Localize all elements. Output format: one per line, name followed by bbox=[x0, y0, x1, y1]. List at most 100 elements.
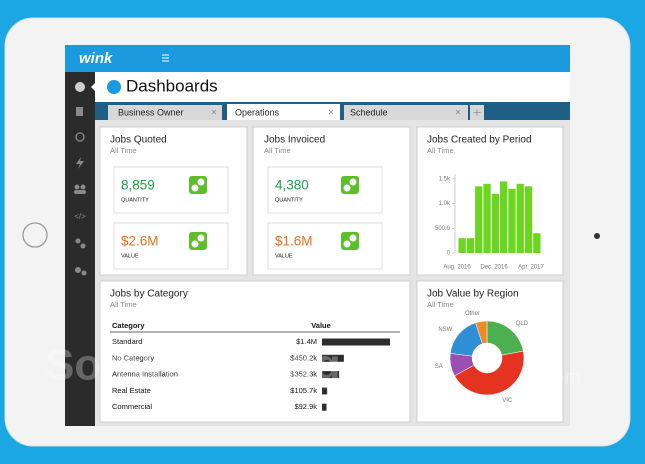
sidebar bbox=[65, 72, 95, 426]
tab-label[interactable]: Schedule bbox=[350, 107, 388, 117]
slice-label: QLD bbox=[516, 321, 529, 327]
value-bar bbox=[322, 354, 344, 362]
value-bar bbox=[322, 338, 390, 346]
card-title: Jobs by Category bbox=[110, 289, 188, 300]
row-category: Antenna Installation bbox=[112, 370, 178, 379]
home-button[interactable] bbox=[22, 222, 48, 248]
metric-icon-glyph bbox=[197, 178, 205, 186]
card-subtitle: All Time bbox=[427, 146, 454, 155]
slice-label: NSW bbox=[438, 327, 452, 333]
slice-label: Other bbox=[465, 311, 480, 317]
donut-slice bbox=[475, 320, 488, 345]
tab-active[interactable] bbox=[227, 104, 340, 120]
card-title: Job Value by Region bbox=[427, 289, 519, 300]
camera bbox=[594, 233, 600, 239]
metric-icon-glyph bbox=[343, 240, 351, 248]
metric-icon[interactable] bbox=[341, 176, 359, 194]
tab-label[interactable]: Operations bbox=[235, 107, 280, 117]
metric-value: 8,859 bbox=[121, 178, 155, 193]
card: Job Value by Region All Time bbox=[416, 280, 564, 423]
metric-icon-glyph bbox=[191, 184, 199, 192]
metric-icon-glyph bbox=[191, 240, 199, 248]
svg-text:</>: </> bbox=[74, 212, 86, 221]
bar bbox=[516, 183, 524, 253]
metric-label: QUANTITY bbox=[121, 197, 149, 203]
row-category: Standard bbox=[112, 337, 142, 346]
row-category: Real Estate bbox=[112, 386, 151, 395]
bar bbox=[475, 186, 483, 253]
dashboard-icon bbox=[107, 80, 121, 94]
y-tick-label: 500.0 bbox=[435, 226, 451, 232]
metric-icon[interactable] bbox=[189, 176, 207, 194]
watermark: SoftwareSuggest bbox=[45, 341, 405, 390]
card-subtitle: All Time bbox=[427, 300, 454, 309]
metric-value: 4,380 bbox=[275, 178, 309, 193]
card-subtitle: All Time bbox=[110, 300, 137, 309]
column-header: Category bbox=[112, 321, 145, 330]
bar bbox=[500, 181, 508, 253]
bar bbox=[524, 186, 533, 253]
header bbox=[95, 72, 570, 102]
watermark: .com bbox=[535, 366, 582, 388]
bar bbox=[508, 188, 516, 253]
metric-icon-glyph bbox=[349, 178, 357, 186]
metric-icon[interactable] bbox=[189, 232, 207, 250]
x-tick-label: Aug. 2016 bbox=[443, 265, 471, 271]
metric-value: $2.6M bbox=[121, 234, 159, 249]
card-title: Jobs Invoiced bbox=[264, 135, 325, 146]
y-tick-label: 1.0k bbox=[439, 201, 451, 207]
card-subtitle: All Time bbox=[264, 146, 291, 155]
bar bbox=[458, 238, 466, 253]
metric-label: QUANTITY bbox=[275, 197, 303, 203]
plus-icon[interactable] bbox=[473, 109, 481, 116]
y-tick-label: 0 bbox=[447, 251, 451, 257]
bar bbox=[533, 233, 541, 253]
value-bar bbox=[322, 403, 327, 411]
value-bar bbox=[322, 371, 340, 379]
slice-label: VIC bbox=[502, 398, 513, 404]
y-tick-label: 1.5k bbox=[439, 177, 451, 183]
metric-icon[interactable] bbox=[341, 232, 359, 250]
row-category: Commercial bbox=[112, 402, 152, 411]
metric-icon-glyph bbox=[349, 234, 357, 242]
bar bbox=[483, 183, 491, 253]
metric-box bbox=[267, 166, 383, 214]
x-tick-label: Apr. 2017 bbox=[518, 265, 544, 271]
metric-label: VALUE bbox=[275, 253, 293, 259]
page-title: Dashboards bbox=[126, 76, 218, 95]
row-category: No Category bbox=[112, 353, 154, 362]
metric-box bbox=[267, 222, 383, 270]
card: Jobs by Category All Time Category Value bbox=[99, 280, 411, 423]
metric-box bbox=[113, 222, 229, 270]
card-title: Jobs Quoted bbox=[110, 135, 167, 146]
metric-box bbox=[113, 166, 229, 214]
tab-close-icons[interactable] bbox=[211, 109, 461, 115]
row-value: $352.3k bbox=[290, 370, 317, 379]
slice-label: SA bbox=[435, 364, 443, 370]
metric-value: $1.6M bbox=[275, 234, 313, 249]
card-title: Jobs Created by Period bbox=[427, 135, 532, 146]
top-bar bbox=[65, 45, 570, 72]
value-bar bbox=[322, 387, 328, 395]
row-value: $92.9k bbox=[294, 402, 317, 411]
tab[interactable] bbox=[108, 105, 222, 120]
donut-slice bbox=[454, 350, 525, 396]
logo[interactable]: wink bbox=[79, 50, 113, 67]
metric-label: VALUE bbox=[121, 253, 139, 259]
metric-icon-glyph bbox=[197, 234, 205, 242]
x-tick-label: Dec. 2016 bbox=[480, 265, 508, 271]
bar bbox=[466, 238, 475, 253]
card-subtitle: All Time bbox=[110, 146, 137, 155]
metric-icon-glyph bbox=[343, 184, 351, 192]
row-value: $450.2k bbox=[290, 353, 317, 362]
column-header: Value bbox=[311, 321, 331, 330]
row-value: $105.7k bbox=[290, 386, 317, 395]
tab-label[interactable]: Business Owner bbox=[118, 107, 184, 117]
widgets: 8,859 QUANTITY $2.6M VALUE 4,380 QUANTITY $1.6… bbox=[112, 166, 545, 411]
tab[interactable] bbox=[344, 105, 468, 120]
row-value: $1.4M bbox=[296, 337, 317, 346]
menu-icon[interactable] bbox=[162, 54, 169, 62]
sidebar-icons[interactable]: </> bbox=[74, 82, 95, 276]
bar bbox=[491, 193, 499, 253]
